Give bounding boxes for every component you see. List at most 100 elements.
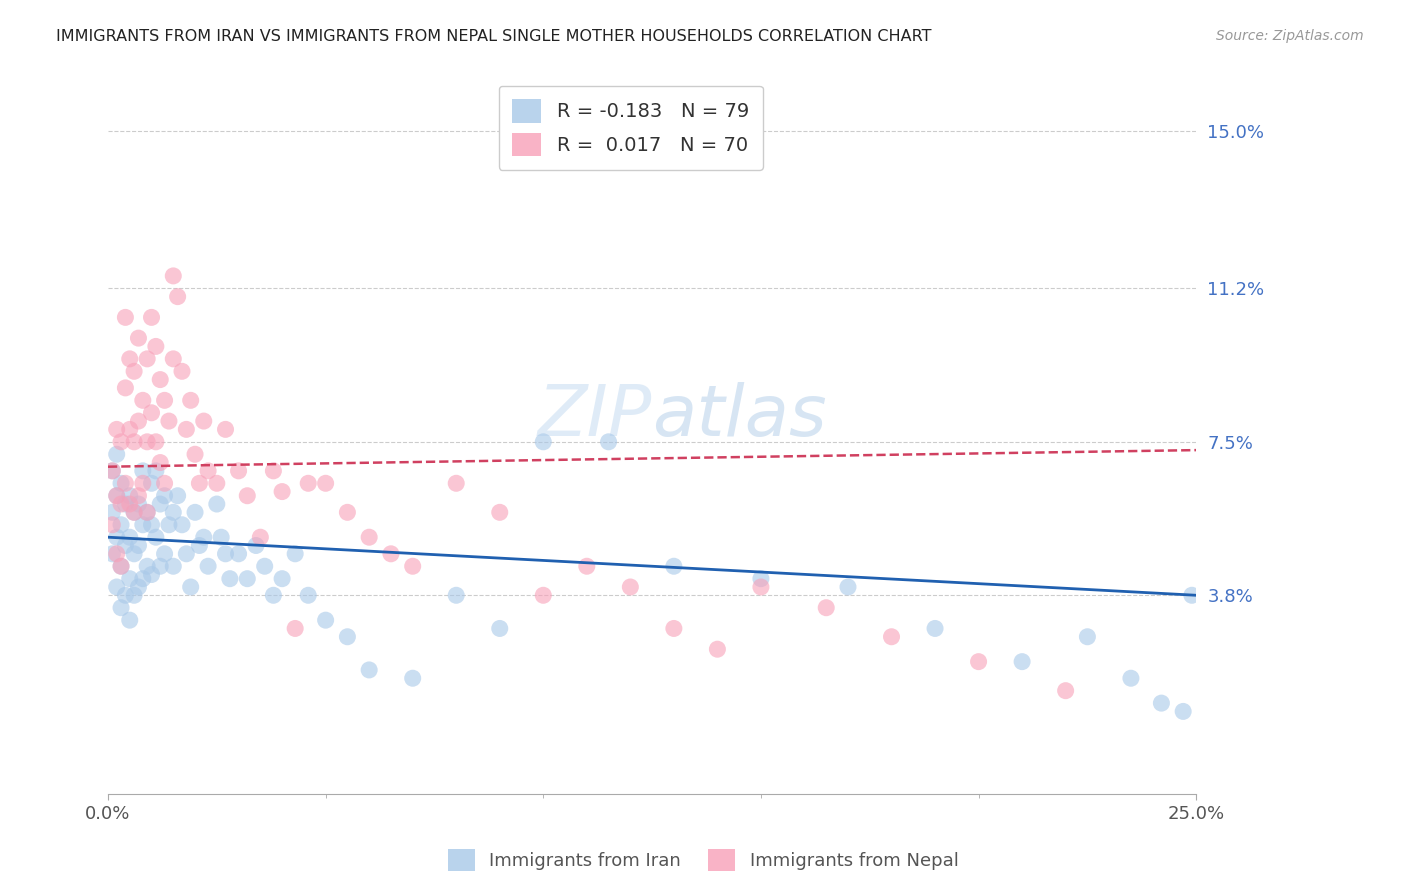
Point bbox=[336, 505, 359, 519]
Point bbox=[176, 547, 198, 561]
Point bbox=[209, 530, 232, 544]
Point bbox=[153, 489, 176, 503]
Point bbox=[105, 580, 128, 594]
Point bbox=[105, 489, 128, 503]
Point bbox=[284, 547, 307, 561]
Point bbox=[359, 663, 381, 677]
Point bbox=[297, 588, 319, 602]
Point bbox=[118, 613, 141, 627]
Text: atlas: atlas bbox=[652, 383, 827, 451]
Point bbox=[488, 505, 510, 519]
Point bbox=[619, 580, 641, 594]
Point bbox=[249, 530, 271, 544]
Point bbox=[214, 547, 236, 561]
Point bbox=[271, 484, 294, 499]
Point bbox=[1173, 705, 1195, 719]
Legend: Immigrants from Iran, Immigrants from Nepal: Immigrants from Iran, Immigrants from Ne… bbox=[440, 842, 966, 879]
Point bbox=[105, 447, 128, 461]
Point bbox=[132, 572, 155, 586]
Point bbox=[149, 456, 172, 470]
Point bbox=[236, 572, 259, 586]
Point bbox=[228, 464, 250, 478]
Point bbox=[110, 517, 132, 532]
Point bbox=[118, 489, 141, 503]
Point bbox=[122, 588, 145, 602]
Point bbox=[141, 406, 163, 420]
Point bbox=[145, 339, 167, 353]
Point bbox=[166, 290, 188, 304]
Point bbox=[101, 464, 124, 478]
Point bbox=[149, 559, 172, 574]
Point bbox=[101, 505, 124, 519]
Point bbox=[127, 331, 149, 345]
Point bbox=[105, 547, 128, 561]
Point bbox=[218, 572, 240, 586]
Point bbox=[193, 414, 215, 428]
Point bbox=[136, 505, 159, 519]
Point bbox=[444, 588, 467, 602]
Point bbox=[188, 476, 211, 491]
Point bbox=[122, 505, 145, 519]
Point bbox=[444, 476, 467, 491]
Point bbox=[197, 464, 219, 478]
Point bbox=[967, 655, 990, 669]
Point bbox=[110, 476, 132, 491]
Point bbox=[531, 588, 554, 602]
Point bbox=[145, 530, 167, 544]
Point bbox=[114, 310, 136, 325]
Point bbox=[141, 476, 163, 491]
Point bbox=[149, 497, 172, 511]
Point bbox=[101, 547, 124, 561]
Point bbox=[880, 630, 903, 644]
Point bbox=[180, 580, 202, 594]
Point bbox=[1119, 671, 1142, 685]
Point bbox=[924, 622, 946, 636]
Point bbox=[1150, 696, 1173, 710]
Text: Source: ZipAtlas.com: Source: ZipAtlas.com bbox=[1216, 29, 1364, 44]
Point bbox=[118, 572, 141, 586]
Legend: R = -0.183   N = 79, R =  0.017   N = 70: R = -0.183 N = 79, R = 0.017 N = 70 bbox=[499, 86, 763, 169]
Point bbox=[114, 497, 136, 511]
Point bbox=[122, 505, 145, 519]
Point bbox=[153, 476, 176, 491]
Point bbox=[127, 489, 149, 503]
Point bbox=[236, 489, 259, 503]
Point bbox=[271, 572, 294, 586]
Point bbox=[1076, 630, 1098, 644]
Point bbox=[114, 588, 136, 602]
Point bbox=[127, 580, 149, 594]
Point bbox=[170, 364, 193, 378]
Point bbox=[132, 517, 155, 532]
Point bbox=[1011, 655, 1033, 669]
Point bbox=[284, 622, 307, 636]
Point bbox=[157, 414, 180, 428]
Point bbox=[575, 559, 598, 574]
Point bbox=[110, 434, 132, 449]
Point bbox=[162, 559, 184, 574]
Point bbox=[118, 497, 141, 511]
Point bbox=[145, 434, 167, 449]
Point bbox=[122, 434, 145, 449]
Point bbox=[166, 489, 188, 503]
Point bbox=[315, 476, 337, 491]
Point bbox=[136, 559, 159, 574]
Point bbox=[153, 547, 176, 561]
Point bbox=[101, 464, 124, 478]
Point bbox=[127, 497, 149, 511]
Point bbox=[245, 539, 267, 553]
Point bbox=[837, 580, 859, 594]
Point bbox=[122, 547, 145, 561]
Point bbox=[105, 489, 128, 503]
Point bbox=[122, 364, 145, 378]
Point bbox=[136, 434, 159, 449]
Point bbox=[749, 572, 772, 586]
Point bbox=[380, 547, 402, 561]
Point bbox=[141, 567, 163, 582]
Point bbox=[184, 447, 207, 461]
Point bbox=[132, 464, 155, 478]
Point bbox=[110, 497, 132, 511]
Point bbox=[662, 559, 685, 574]
Point bbox=[262, 588, 284, 602]
Point bbox=[531, 434, 554, 449]
Point bbox=[141, 310, 163, 325]
